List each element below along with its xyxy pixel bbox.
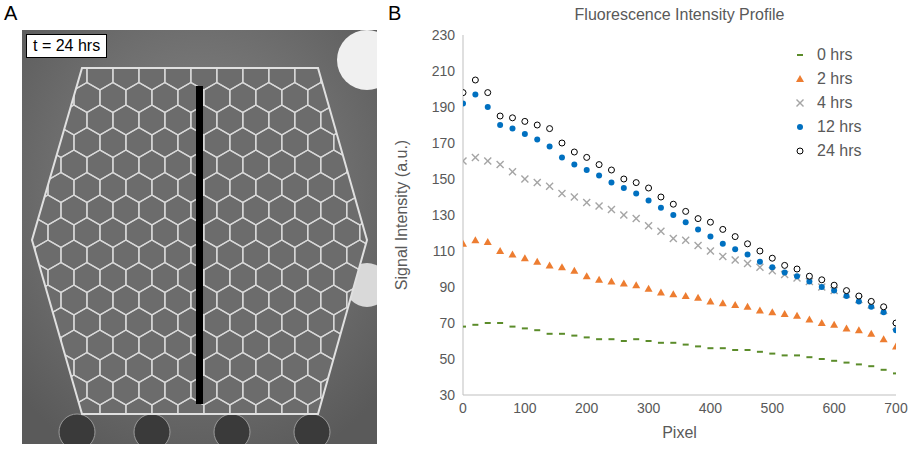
svg-text:30: 30: [439, 387, 455, 403]
svg-text:170: 170: [432, 135, 456, 151]
svg-text:500: 500: [761, 400, 785, 416]
svg-text:200: 200: [575, 400, 599, 416]
svg-text:230: 230: [432, 27, 456, 43]
svg-text:70: 70: [439, 315, 455, 331]
svg-text:Signal Intensity (a.u.): Signal Intensity (a.u.): [393, 140, 410, 290]
html-text:24 hrs: 24 hrs: [817, 142, 862, 159]
svg-text:150: 150: [432, 171, 456, 187]
html-text:2 hrs: 2 hrs: [817, 70, 853, 87]
svg-text:400: 400: [699, 400, 723, 416]
svg-text:50: 50: [439, 351, 455, 367]
html-text:A: A: [4, 2, 18, 24]
html-text:t = 24 hrs: t = 24 hrs: [33, 37, 101, 54]
svg-text:210: 210: [432, 63, 456, 79]
svg-text:300: 300: [637, 400, 661, 416]
svg-text:700: 700: [884, 400, 908, 416]
svg-text:110: 110: [433, 243, 456, 259]
svg-text:600: 600: [822, 400, 846, 416]
html-text:12 hrs: 12 hrs: [817, 118, 862, 135]
svg-text:190: 190: [432, 99, 456, 115]
svg-text:90: 90: [439, 279, 455, 295]
html-text:4 hrs: 4 hrs: [817, 94, 853, 111]
svg-text:130: 130: [432, 207, 456, 223]
html-text:B: B: [388, 2, 402, 24]
svg-text:0: 0: [459, 400, 467, 416]
html-text:Fluorescence Intensity Profile: Fluorescence Intensity Profile: [574, 6, 785, 23]
svg-text:100: 100: [513, 400, 537, 416]
svg-text:Pixel: Pixel: [662, 424, 697, 441]
html-text:0 hrs: 0 hrs: [817, 46, 853, 63]
